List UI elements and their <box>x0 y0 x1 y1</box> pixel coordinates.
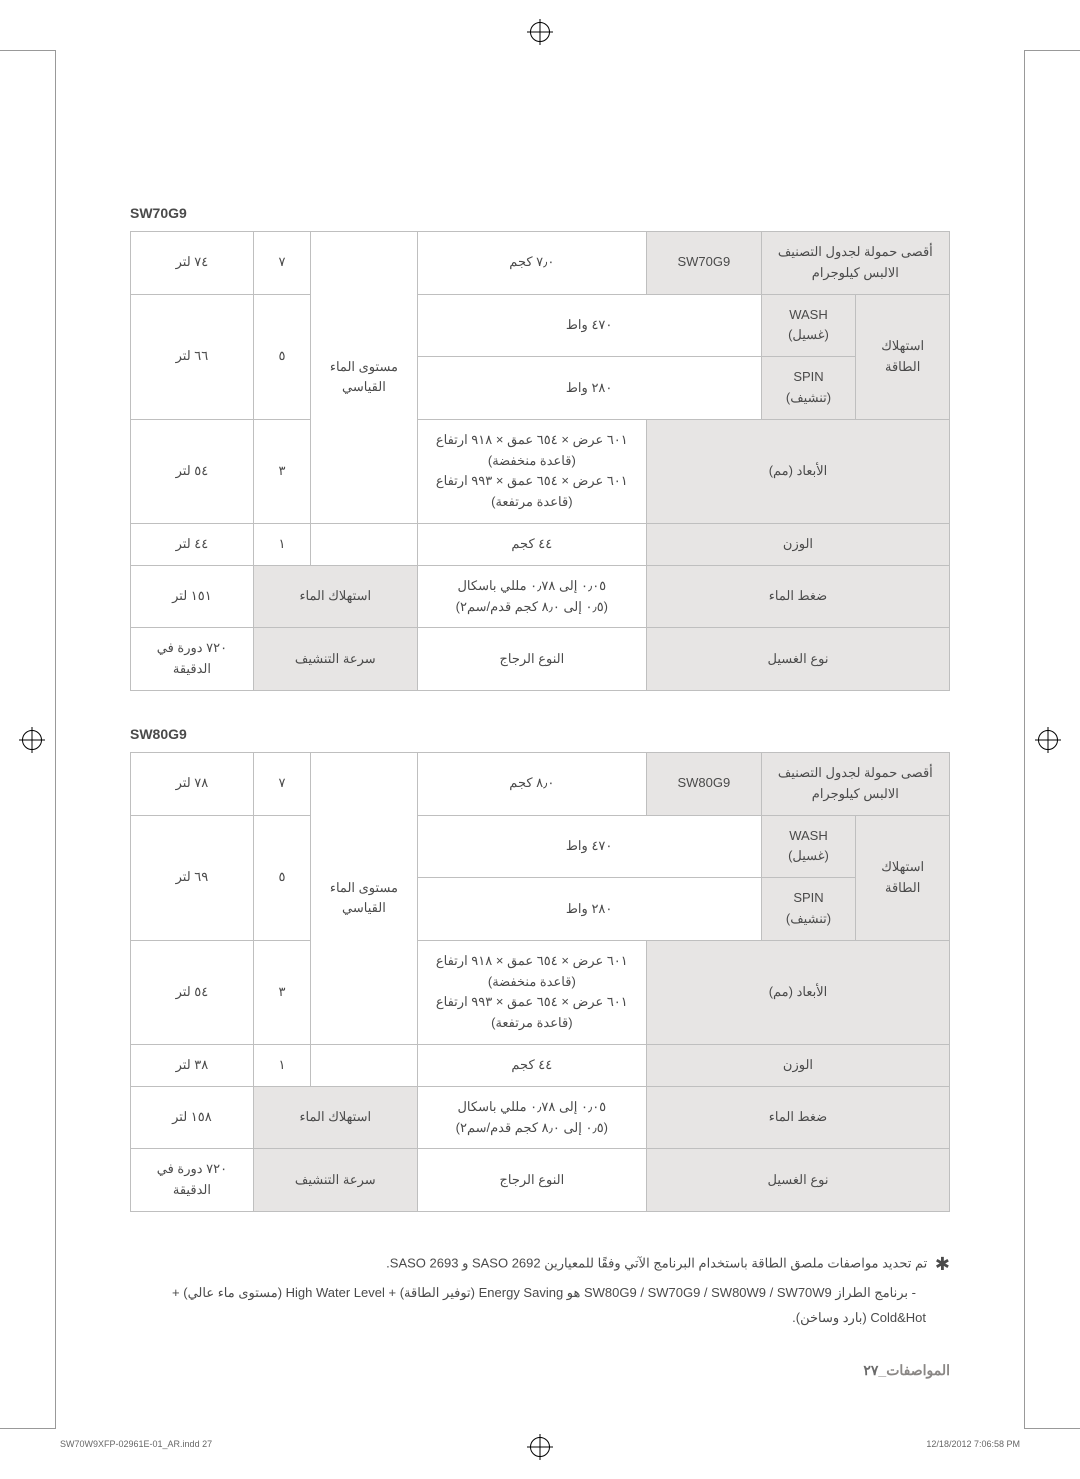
spin-speed-label: سرعة التنشيف <box>253 1149 417 1212</box>
level-num: ١ <box>253 1044 310 1086</box>
notes-block: ✱ تم تحديد مواصفات ملصق الطاقة باستخدام … <box>130 1247 950 1331</box>
level-num: ٥ <box>253 815 310 940</box>
spec-table-sw80g9: أقصى حمولة لجدول التصنيف الالبس كيلوجرام… <box>130 752 950 1212</box>
water-cons-label: استهلاك الماء <box>253 565 417 628</box>
spin-label: SPIN (تنشيف) <box>761 357 856 420</box>
pressure-value: ٠٫٠٥ إلى ٠٫٧٨ مللي باسكال (٠٫٥ إلى ٨٫٠ ك… <box>417 1086 646 1149</box>
wash-label: WASH (غسيل) <box>761 815 856 878</box>
note-text: تم تحديد مواصفات ملصق الطاقة باستخدام ال… <box>386 1255 927 1270</box>
water-cons-value: ١٥٨ لتر <box>131 1086 254 1149</box>
level-num: ٥ <box>253 294 310 419</box>
capacity-value: ٧٫٠ كجم <box>417 232 646 295</box>
wash-value: ٤٧٠ واط <box>417 815 761 878</box>
footer-page: ٢٧ <box>863 1362 878 1378</box>
dims-label: الأبعاد (مم) <box>646 419 949 523</box>
capacity-value: ٨٫٠ كجم <box>417 752 646 815</box>
pressure-label: ضغط الماء <box>646 1086 949 1149</box>
model-heading: SW80G9 <box>130 726 950 742</box>
level-val: ٦٦ لتر <box>131 294 254 419</box>
level-val: ٤٤ لتر <box>131 523 254 565</box>
level-num: ٣ <box>253 419 310 523</box>
pressure-label: ضغط الماء <box>646 565 949 628</box>
note-text: برنامج الطراز SW80G9 / SW70G9 / SW80W9 /… <box>172 1285 926 1325</box>
level-num: ٧ <box>253 752 310 815</box>
spin-speed-value: ٧٢٠ دورة في الدقيقة <box>131 1149 254 1212</box>
print-filename: SW70W9XFP-02961E-01_AR.indd 27 <box>60 1439 212 1449</box>
model-heading: SW70G9 <box>130 205 950 221</box>
spin-value: ٢٨٠ واط <box>417 357 761 420</box>
weight-value: ٤٤ كجم <box>417 1044 646 1086</box>
level-val: ٦٩ لتر <box>131 815 254 940</box>
spin-speed-label: سرعة التنشيف <box>253 628 417 691</box>
dims-value: ٦٠١ عرض × ٦٥٤ عمق × ٩١٨ ارتفاع (قاعدة من… <box>417 419 646 523</box>
wash-type-label: نوع الغسيل <box>646 628 949 691</box>
wash-type-value: النوع الرجاج <box>417 1149 646 1212</box>
power-label: استهلاك الطاقة <box>856 815 950 940</box>
footer-section: المواصفات <box>886 1362 950 1378</box>
page-footer: المواصفات_٢٧ <box>863 1362 950 1379</box>
wash-type-label: نوع الغسيل <box>646 1149 949 1212</box>
water-cons-value: ١٥١ لتر <box>131 565 254 628</box>
level-num: ١ <box>253 523 310 565</box>
power-label: استهلاك الطاقة <box>856 294 950 419</box>
level-val: ٥٤ لتر <box>131 419 254 523</box>
level-num: ٣ <box>253 940 310 1044</box>
wash-type-value: النوع الرجاج <box>417 628 646 691</box>
spin-speed-value: ٧٢٠ دورة في الدقيقة <box>131 628 254 691</box>
dims-label: الأبعاد (مم) <box>646 940 949 1044</box>
dims-value: ٦٠١ عرض × ٦٥٤ عمق × ٩١٨ ارتفاع (قاعدة من… <box>417 940 646 1044</box>
capacity-label: أقصى حمولة لجدول التصنيف الالبس كيلوجرام <box>761 752 949 815</box>
weight-label: الوزن <box>646 523 949 565</box>
weight-label: الوزن <box>646 1044 949 1086</box>
level-val: ٣٨ لتر <box>131 1044 254 1086</box>
note-line-1: ✱ تم تحديد مواصفات ملصق الطاقة باستخدام … <box>130 1247 950 1281</box>
asterisk-icon: ✱ <box>935 1254 950 1274</box>
model-cell: SW70G9 <box>646 232 761 295</box>
spin-value: ٢٨٠ واط <box>417 878 761 941</box>
water-cons-label: استهلاك الماء <box>253 1086 417 1149</box>
print-timestamp: 12/18/2012 7:06:58 PM <box>926 1439 1020 1449</box>
spin-label: SPIN (تنشيف) <box>761 878 856 941</box>
weight-value: ٤٤ كجم <box>417 523 646 565</box>
level-val: ٥٤ لتر <box>131 940 254 1044</box>
capacity-label: أقصى حمولة لجدول التصنيف الالبس كيلوجرام <box>761 232 949 295</box>
wash-value: ٤٧٠ واط <box>417 294 761 357</box>
wash-label: WASH (غسيل) <box>761 294 856 357</box>
spec-table-sw70g9: أقصى حمولة لجدول التصنيف الالبس كيلوجرام… <box>130 231 950 691</box>
level-val: ٧٤ لتر <box>131 232 254 295</box>
pressure-value: ٠٫٠٥ إلى ٠٫٧٨ مللي باسكال (٠٫٥ إلى ٨٫٠ ك… <box>417 565 646 628</box>
page-content: SW70G9 أقصى حمولة لجدول التصنيف الالبس ك… <box>0 0 1080 1479</box>
level-num: ٧ <box>253 232 310 295</box>
water-level-label: مستوى الماء القياسي <box>311 752 417 1044</box>
dash-icon: - <box>912 1285 916 1300</box>
note-line-2: - برنامج الطراز SW80G9 / SW70G9 / SW80W9… <box>130 1281 950 1330</box>
water-level-label: مستوى الماء القياسي <box>311 232 417 524</box>
level-val: ٧٨ لتر <box>131 752 254 815</box>
model-cell: SW80G9 <box>646 752 761 815</box>
